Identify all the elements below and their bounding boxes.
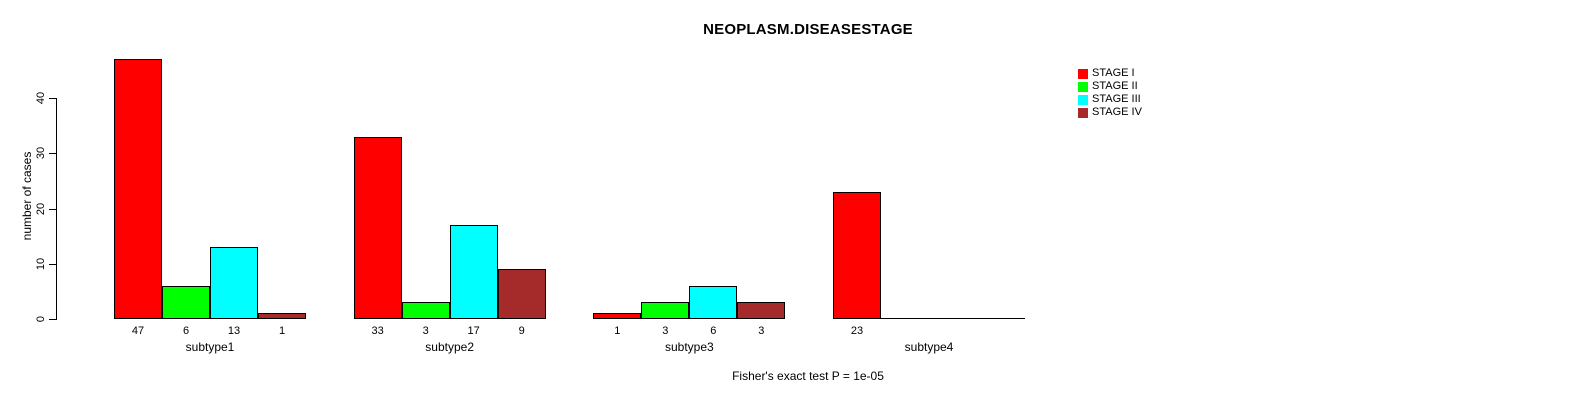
bar-value-label: 1 <box>278 325 286 337</box>
bar-subtype2-stage-iii <box>449 225 498 319</box>
bar-zero-subtype4 <box>977 318 1025 319</box>
legend-swatch-icon <box>1078 68 1088 79</box>
bar-value-label: 23 <box>850 325 864 337</box>
bar-subtype1-stage-i <box>114 59 162 319</box>
bar-zero-subtype4 <box>929 318 977 319</box>
legend-label: STAGE III <box>1092 93 1141 105</box>
legend-row: STAGE III <box>1078 93 1142 106</box>
bar-value-label: 13 <box>227 325 241 337</box>
bar-value-label: 3 <box>422 325 429 337</box>
legend-label: STAGE I <box>1092 67 1135 79</box>
legend-row: STAGE II <box>1078 80 1142 93</box>
bar-value-label: 17 <box>467 325 480 337</box>
y-tick-label: 20 <box>35 202 47 215</box>
x-category-label-subtype4: subtype4 <box>904 340 954 354</box>
y-tick-label: 0 <box>35 315 47 323</box>
bar-subtype1-stage-iv <box>258 313 306 319</box>
bar-value-label: 47 <box>131 325 145 337</box>
legend-label: STAGE IV <box>1092 106 1142 118</box>
x-category-label-subtype3: subtype3 <box>664 340 714 354</box>
bar-value-label: 6 <box>182 325 190 337</box>
y-tick-label: 30 <box>35 147 47 160</box>
bar-value-label: 3 <box>662 325 669 337</box>
x-category-label-subtype1: subtype1 <box>185 340 235 354</box>
bar-subtype1-stage-ii <box>162 286 210 319</box>
legend-swatch-icon <box>1078 94 1088 105</box>
bar-subtype1-stage-iii <box>210 247 258 319</box>
bar-value-label: 9 <box>518 325 525 337</box>
y-axis-tick <box>49 153 56 155</box>
bar-subtype2-stage-iv <box>497 269 546 319</box>
bar-value-label: 3 <box>758 325 765 337</box>
bar-subtype2-stage-i <box>353 137 402 319</box>
bar-value-label: 6 <box>710 325 717 337</box>
legend-swatch-icon <box>1078 81 1088 92</box>
y-axis-tick <box>49 208 56 210</box>
y-axis-label: number of cases <box>20 151 34 241</box>
bar-subtype4-stage-i <box>833 192 881 319</box>
bar-subtype3-stage-iv <box>737 302 786 319</box>
legend-row: STAGE I <box>1078 67 1142 80</box>
bar-subtype3-stage-ii <box>641 302 690 319</box>
chart-title: NEOPLASM.DISEASESTAGE <box>703 21 913 38</box>
y-axis-tick <box>49 319 56 320</box>
legend: STAGE I STAGE II STAGE III STAGE IV <box>1078 67 1142 119</box>
y-axis-tick <box>49 98 56 99</box>
legend-swatch-icon <box>1078 107 1088 118</box>
bar-subtype3-stage-i <box>593 313 642 319</box>
y-tick-label: 10 <box>35 257 47 270</box>
annotation-fisher-test: Fisher's exact test P = 1e-05 <box>732 369 884 383</box>
bar-value-label: 1 <box>614 325 621 337</box>
y-tick-label: 40 <box>35 91 47 105</box>
x-category-label-subtype2: subtype2 <box>425 340 475 354</box>
bar-value-label: 33 <box>371 325 384 337</box>
y-axis-tick <box>49 263 56 265</box>
legend-row: STAGE IV <box>1078 106 1142 119</box>
legend-label: STAGE II <box>1092 80 1138 92</box>
bar-zero-subtype4 <box>881 318 929 319</box>
y-axis-line <box>56 98 57 320</box>
bar-subtype3-stage-iii <box>689 286 738 319</box>
bar-subtype2-stage-ii <box>401 302 450 319</box>
